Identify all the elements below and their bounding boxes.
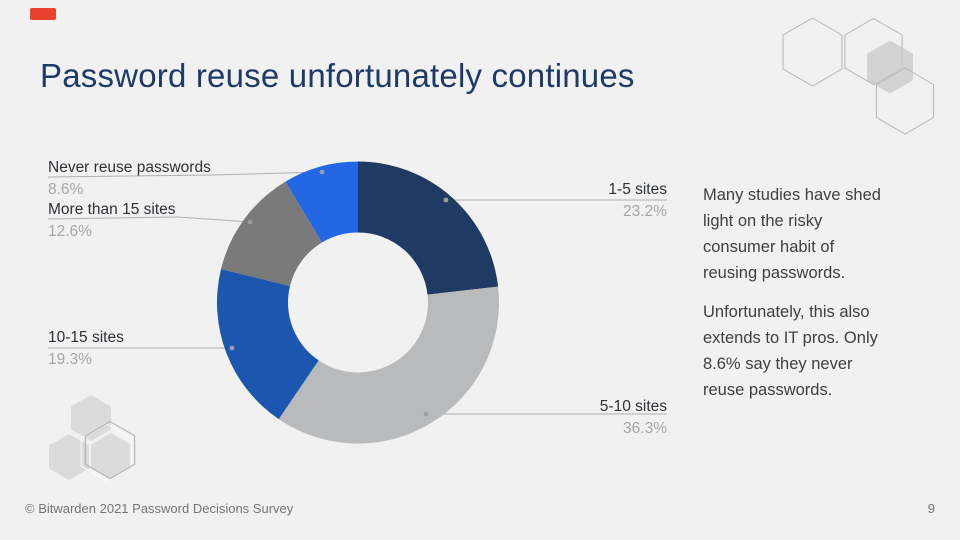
hexagon-icon bbox=[782, 17, 843, 87]
commentary-paragraph-2: Unfortunately, this also extends to IT p… bbox=[703, 303, 878, 399]
leader-lines bbox=[47, 171, 667, 415]
hexagon-icon bbox=[844, 17, 903, 86]
donut-segment bbox=[358, 161, 499, 295]
label-1-5-sites: 1-5 sites bbox=[608, 181, 667, 198]
leader-dots bbox=[229, 169, 449, 417]
donut-chart: Never reuse passwords 8.6% More than 15 … bbox=[0, 140, 700, 485]
hexagon-icon bbox=[867, 40, 913, 94]
donut-segment bbox=[278, 286, 499, 444]
red-indicator-badge bbox=[30, 8, 56, 20]
hexagon-icon bbox=[875, 67, 935, 135]
label-more-than-15: More than 15 sites bbox=[48, 201, 176, 218]
donut-segment bbox=[217, 269, 319, 420]
label-10-15-sites: 10-15 sites bbox=[48, 329, 124, 346]
pct-never-reuse: 8.6% bbox=[48, 181, 84, 198]
donut-chart-canvas bbox=[47, 161, 667, 444]
pct-more-than-15: 12.6% bbox=[48, 223, 92, 240]
pct-1-5-sites: 23.2% bbox=[623, 203, 667, 220]
slide-title: Password reuse unfortunately continues bbox=[40, 57, 635, 94]
donut-segment bbox=[220, 181, 322, 286]
footer-copyright: © Bitwarden 2021 Password Decisions Surv… bbox=[25, 501, 294, 516]
commentary-text: Many studies have shed light on the risk… bbox=[703, 182, 921, 416]
pct-5-10-sites: 36.3% bbox=[623, 420, 667, 437]
donut-segments bbox=[217, 161, 499, 444]
donut-segment bbox=[285, 161, 358, 243]
pct-10-15-sites: 19.3% bbox=[48, 351, 92, 368]
commentary-paragraph-1: Many studies have shed light on the risk… bbox=[703, 186, 881, 282]
page-number: 9 bbox=[927, 501, 935, 516]
label-never-reuse: Never reuse passwords bbox=[48, 159, 211, 176]
label-5-10-sites: 5-10 sites bbox=[599, 398, 667, 415]
